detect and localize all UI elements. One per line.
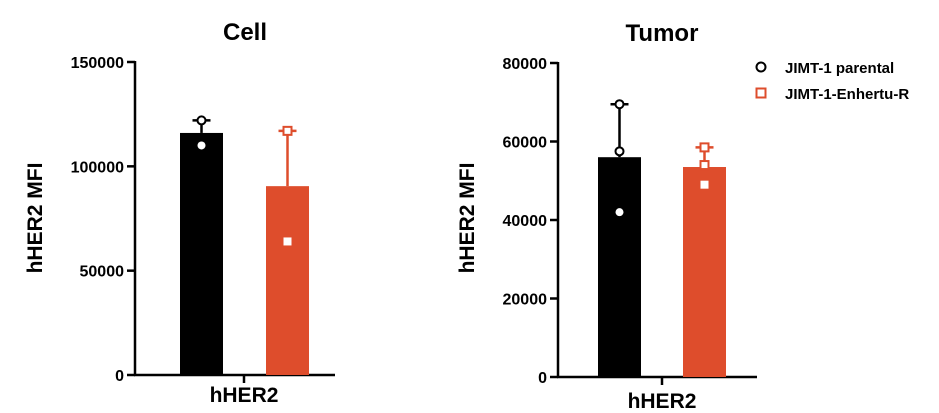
data-point <box>614 99 625 110</box>
y-tick-label: 50000 <box>80 264 125 281</box>
chart-panel-1: Cell hHER2 MFI 0 50000 100000 150000 hHER2 <box>24 19 335 407</box>
legend-label: JIMT-1-Enhertu-R <box>785 86 909 103</box>
data-point <box>699 160 710 171</box>
data-point <box>197 141 206 150</box>
chart-title: Tumor <box>626 20 699 47</box>
data-point <box>614 146 625 157</box>
bar-parental <box>180 132 223 375</box>
bar-parental <box>598 157 641 377</box>
y-tick-label: 0 <box>115 368 124 385</box>
y-tick-label: 150000 <box>71 55 124 72</box>
data-point <box>700 180 709 189</box>
bar-enhertu-r <box>683 167 726 377</box>
y-tick-label: 80000 <box>503 56 548 73</box>
bar-enhertu-r <box>266 186 309 375</box>
y-tick-label: 40000 <box>503 213 548 230</box>
data-point <box>699 142 710 153</box>
y-axis-label: hHER2 MFI <box>456 163 479 274</box>
y-tick-label: 100000 <box>71 159 124 176</box>
x-tick-label: hHER2 <box>628 390 697 413</box>
legend-marker-square <box>755 87 767 99</box>
chart-title: Cell <box>223 19 267 46</box>
y-tick-label: 20000 <box>503 292 548 309</box>
data-point <box>615 208 624 217</box>
y-axis-label: hHER2 MFI <box>24 163 47 274</box>
data-point <box>283 237 292 246</box>
x-tick-label: hHER2 <box>210 384 279 407</box>
data-point <box>282 125 293 136</box>
legend-label: JIMT-1 parental <box>785 60 894 77</box>
legend: JIMT-1 parental JIMT-1-Enhertu-R <box>755 60 909 103</box>
legend-marker-circle <box>755 61 767 73</box>
y-tick-label: 60000 <box>503 135 548 152</box>
data-point <box>196 115 207 126</box>
y-tick-label: 0 <box>538 370 547 387</box>
chart-panel-2: Tumor hHER2 MFI 0 20000 40000 60000 80000 hHER2 <box>456 20 757 413</box>
